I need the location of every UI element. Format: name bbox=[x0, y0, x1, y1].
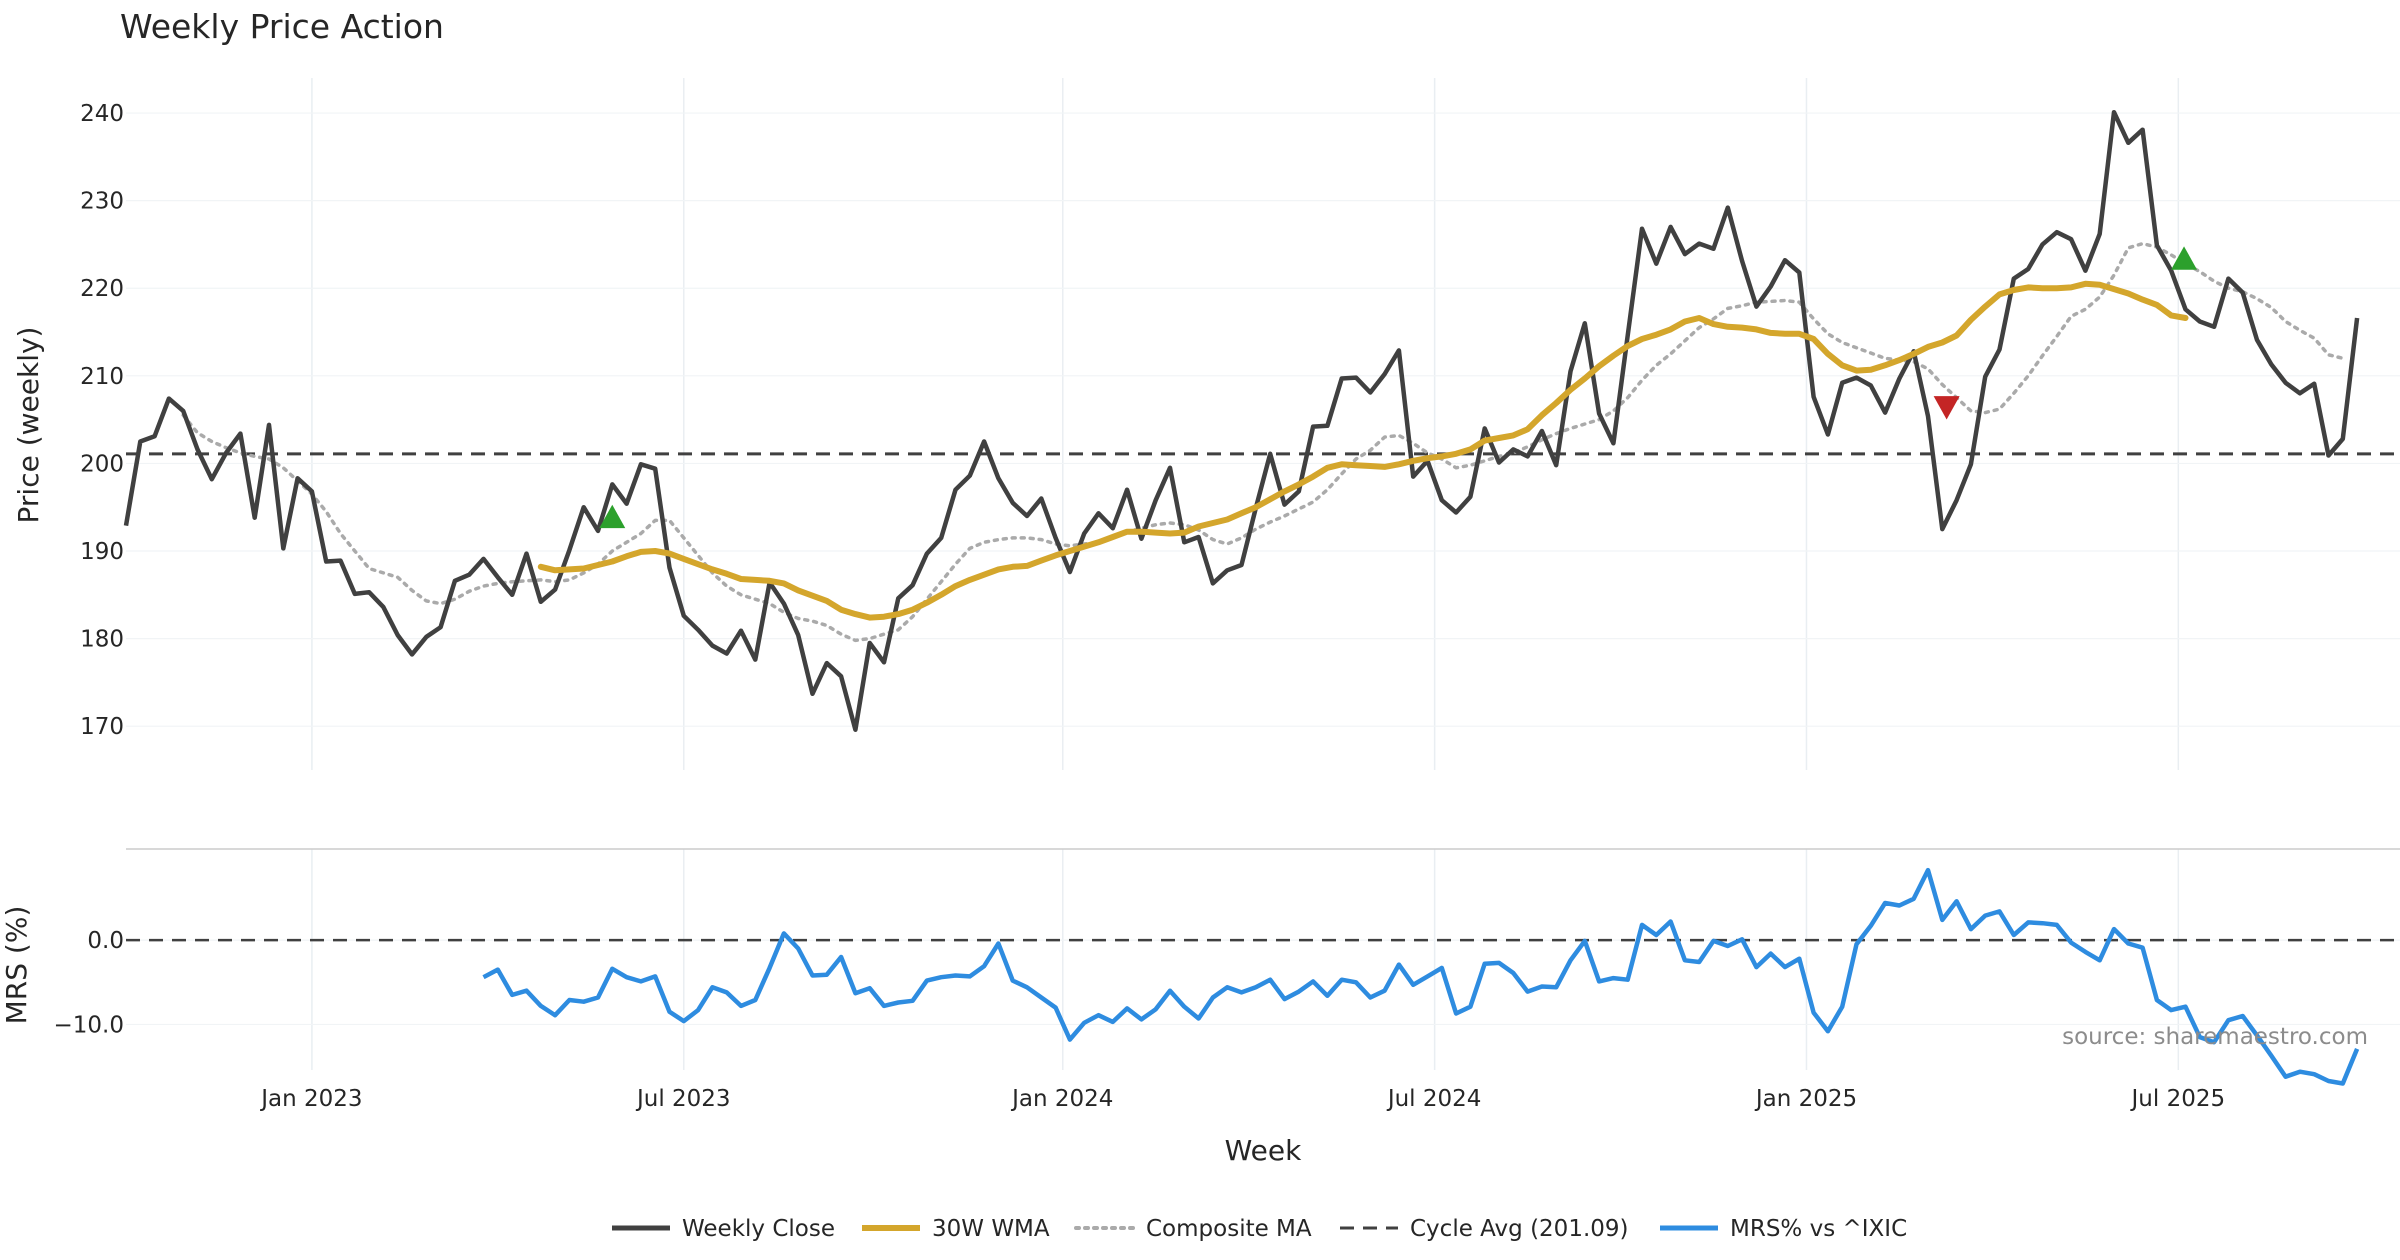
x-tick-label: Jul 2023 bbox=[635, 1086, 731, 1112]
price-y-tick-label: 220 bbox=[80, 276, 124, 302]
price-y-tick-label: 200 bbox=[80, 451, 124, 477]
price-grid bbox=[126, 78, 2400, 770]
price-y-tick-label: 190 bbox=[80, 539, 124, 565]
x-ticks: Jan 2023 Jul 2023 Jan 2024 Jul 2024 Jan 2025… bbox=[259, 1086, 2225, 1112]
sell-signal-marker bbox=[1933, 396, 1960, 420]
price-y-label: Price (weekly) bbox=[12, 327, 45, 524]
series-composite-ma bbox=[181, 241, 2345, 643]
chart-title: Weekly Price Action bbox=[120, 7, 444, 46]
signal-markers bbox=[599, 246, 2198, 529]
price-y-tick-label: 240 bbox=[80, 101, 124, 127]
mrs-y-tick-label: −10.0 bbox=[54, 1012, 124, 1038]
price-series bbox=[123, 109, 2400, 732]
mrs-grid bbox=[126, 849, 2400, 1070]
x-tick-label: Jan 2023 bbox=[259, 1086, 362, 1112]
legend-label-cycle-avg: Cycle Avg (201.09) bbox=[1410, 1216, 1629, 1242]
legend-label-composite-ma: Composite MA bbox=[1146, 1216, 1312, 1242]
source-annotation: source: sharemaestro.com bbox=[2062, 1024, 2368, 1050]
buy-signal-marker bbox=[2171, 246, 2198, 270]
series-weekly-close bbox=[123, 109, 2360, 732]
mrs-series bbox=[126, 867, 2400, 1086]
x-tick-label: Jul 2024 bbox=[1386, 1086, 1482, 1112]
buy-signal-marker bbox=[599, 504, 626, 529]
price-y-tick-label: 210 bbox=[80, 364, 124, 390]
legend-label-mrs: MRS% vs ^IXIC bbox=[1730, 1216, 1907, 1242]
legend-label-weekly-close: Weekly Close bbox=[682, 1216, 835, 1242]
price-y-tick-label: 180 bbox=[80, 627, 124, 653]
price-y-tick-label: 230 bbox=[80, 189, 124, 215]
mrs-y-label: MRS (%) bbox=[0, 906, 33, 1025]
x-tick-label: Jul 2025 bbox=[2130, 1086, 2226, 1112]
x-tick-label: Jan 2024 bbox=[1010, 1086, 1113, 1112]
x-axis-label: Week bbox=[1225, 1134, 1302, 1167]
series-30w-wma bbox=[537, 280, 2189, 621]
legend: Weekly Close 30W WMA Composite MA Cycle … bbox=[612, 1216, 1907, 1242]
series-mrs-vs-ixic bbox=[482, 867, 2360, 1086]
price-y-tick-label: 170 bbox=[80, 714, 124, 740]
x-tick-label: Jan 2025 bbox=[1754, 1086, 1857, 1112]
mrs-y-ticks: 0.0 −10.0 bbox=[54, 928, 124, 1038]
mrs-y-tick-label: 0.0 bbox=[87, 928, 124, 954]
price-y-ticks: 170 180 190 200 210 220 230 240 bbox=[80, 101, 124, 740]
legend-label-wma: 30W WMA bbox=[932, 1216, 1050, 1242]
